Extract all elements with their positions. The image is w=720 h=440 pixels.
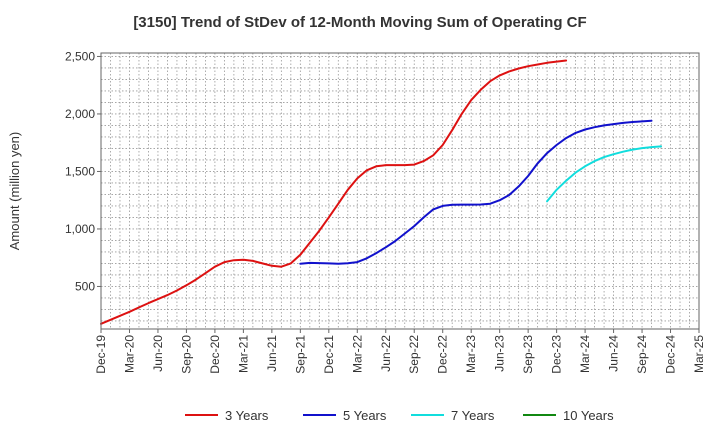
x-tick-label: Mar-20 (122, 335, 136, 373)
x-tick-label: Sep-23 (521, 335, 535, 374)
y-axis-ticks: 500 1,000 1,500 2,000 2,500 (65, 49, 101, 293)
x-tick-label: Sep-22 (407, 335, 421, 374)
y-axis-label: Amount (million yen) (7, 132, 22, 251)
x-tick-label: Mar-22 (350, 335, 364, 373)
legend: 3 Years 5 Years 7 Years 10 Years (185, 408, 614, 423)
series-line-3-years (100, 59, 568, 325)
series-layer (100, 59, 662, 325)
series-line-5-years (299, 119, 653, 265)
x-axis-ticks: Dec-19 Mar-20 Jun-20 Sep-20 Dec-20 Mar-21 Jun-… (94, 329, 706, 374)
x-tick-label: Dec-19 (94, 335, 108, 374)
chart-title: [3150] Trend of StDev of 12-Month Moving… (133, 14, 586, 31)
y-tick-label: 500 (75, 279, 95, 293)
grid (101, 53, 699, 329)
y-tick-label: 1,500 (65, 164, 95, 178)
y-tick-label: 2,500 (65, 49, 95, 63)
series-line-7-years (546, 145, 662, 203)
x-tick-label: Dec-21 (322, 335, 336, 374)
x-tick-label: Jun-24 (607, 335, 621, 372)
legend-label: 5 Years (343, 408, 387, 423)
x-tick-label: Sep-20 (179, 335, 193, 374)
x-tick-label: Dec-23 (550, 335, 564, 374)
x-tick-label: Sep-24 (635, 335, 649, 374)
y-tick-label: 2,000 (65, 107, 95, 121)
legend-label: 3 Years (225, 408, 269, 423)
x-tick-label: Jun-20 (151, 335, 165, 372)
x-tick-label: Jun-22 (379, 335, 393, 372)
y-tick-label: 1,000 (65, 222, 95, 236)
x-tick-label: Mar-23 (464, 335, 478, 373)
x-tick-label: Dec-22 (436, 335, 450, 374)
x-tick-label: Dec-24 (664, 335, 678, 374)
x-tick-label: Jun-21 (265, 335, 279, 372)
x-tick-label: Jun-23 (493, 335, 507, 372)
x-tick-label: Mar-24 (578, 335, 592, 373)
legend-label: 10 Years (563, 408, 614, 423)
x-tick-label: Dec-20 (208, 335, 222, 374)
x-tick-label: Mar-21 (236, 335, 250, 373)
legend-label: 7 Years (451, 408, 495, 423)
x-tick-label: Sep-21 (293, 335, 307, 374)
plot-frame (100, 52, 700, 330)
x-tick-label: Mar-25 (692, 335, 706, 373)
